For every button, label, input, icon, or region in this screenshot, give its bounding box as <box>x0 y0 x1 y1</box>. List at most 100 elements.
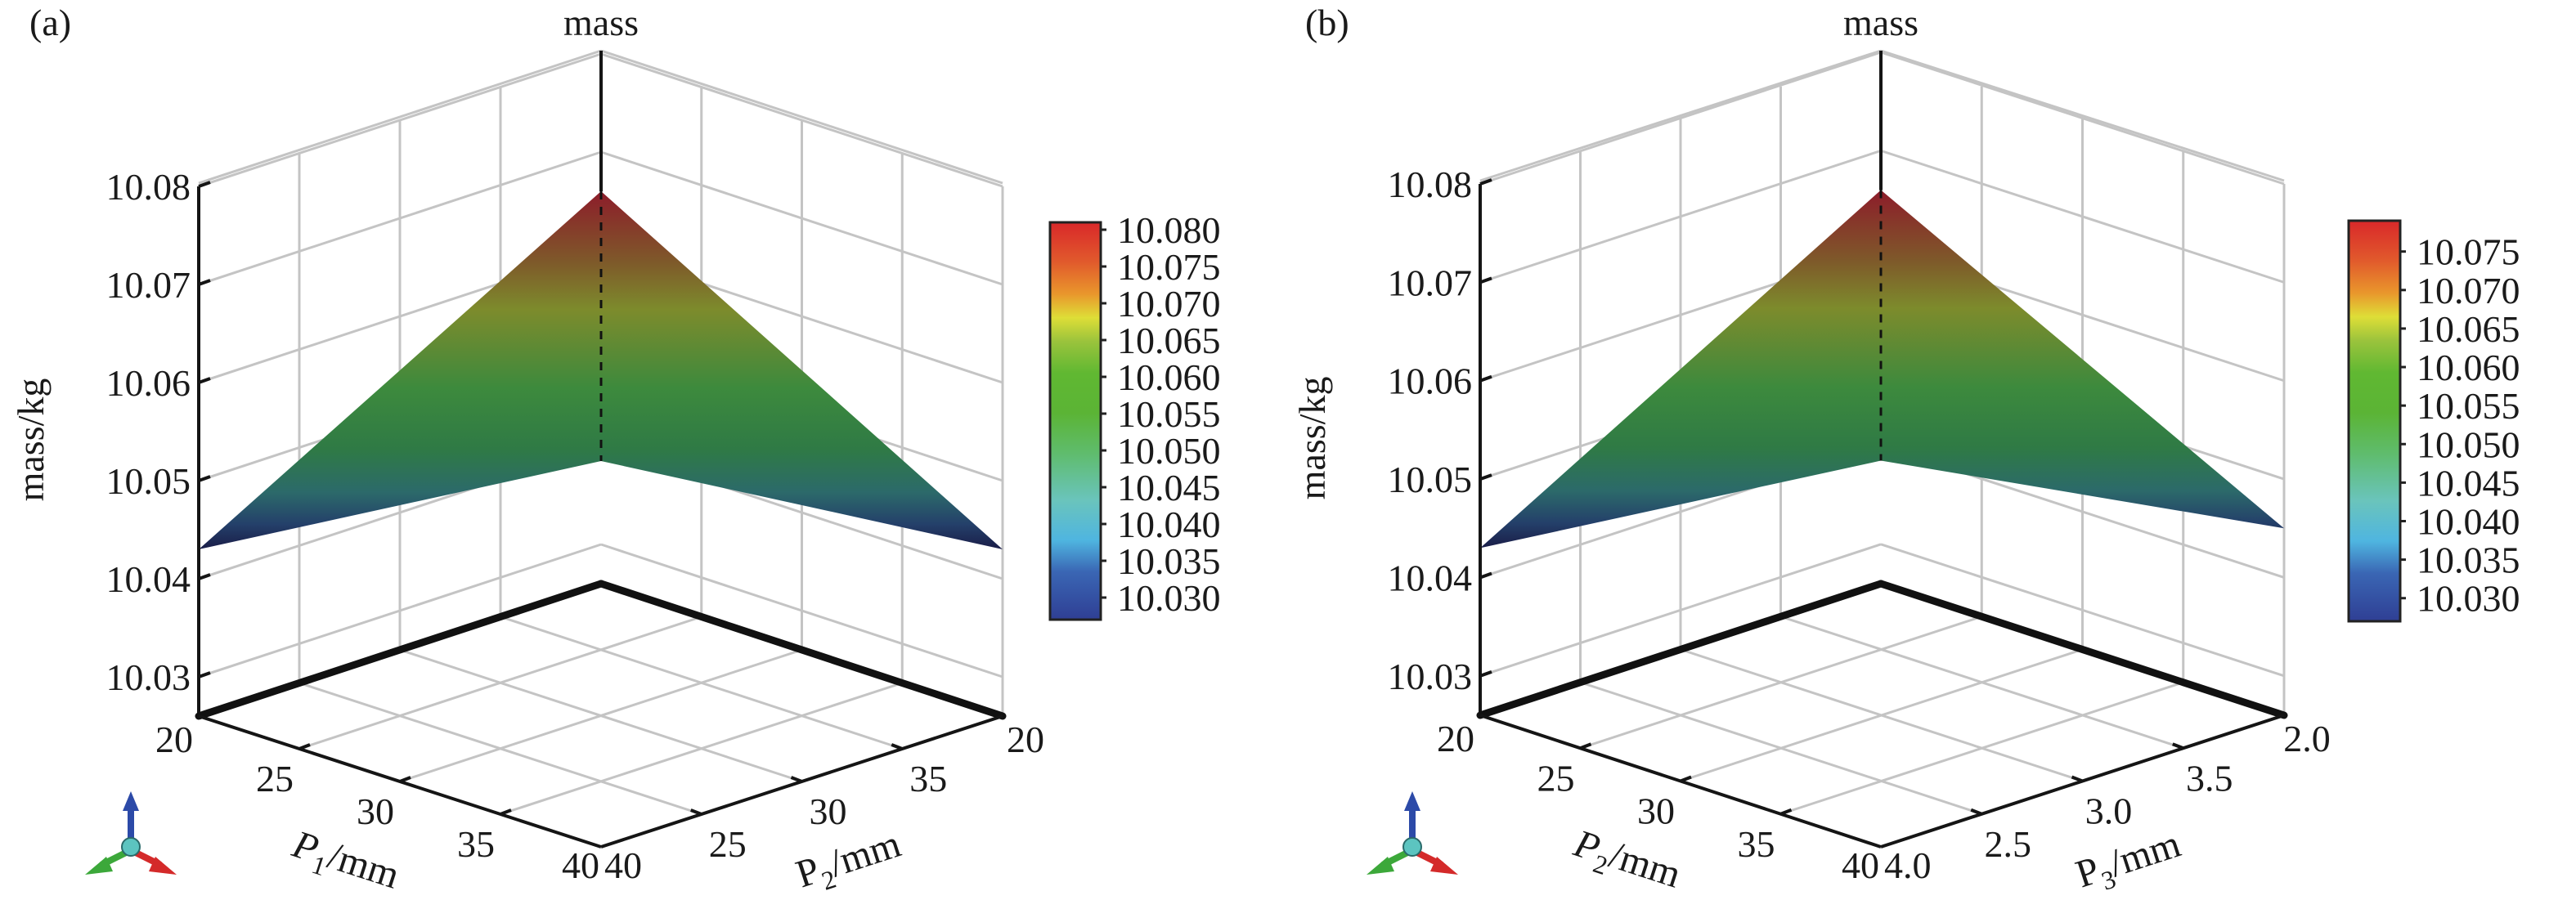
x1-tick-label: 20 <box>155 719 193 760</box>
x1-tick-label: 40 <box>1842 844 1879 886</box>
x1-tick-label: 25 <box>1537 757 1575 799</box>
z-tick-label: 10.08 <box>106 166 191 208</box>
x1-tick <box>1680 775 1692 783</box>
z-tick-labels: 10.08 10.07 10.06 10.05 10.04 10.03 <box>1388 163 1473 697</box>
colorbar-ticks <box>2400 250 2406 600</box>
z-tick-label: 10.05 <box>1388 459 1473 500</box>
grid-line <box>1479 51 1882 186</box>
x1-tick-label: 35 <box>457 823 495 865</box>
triad-y-arrowhead <box>85 857 113 875</box>
triad-x-arrowhead <box>1430 857 1458 875</box>
x1-tick-labels: 20 25 30 35 40 <box>155 719 599 886</box>
x1-tick <box>399 776 411 783</box>
colorbar-tick-label: 10.065 <box>2417 308 2520 350</box>
colorbar-tick-label: 10.060 <box>2417 347 2520 388</box>
back-floor-edge <box>597 580 1007 720</box>
surface <box>1480 190 2284 549</box>
surface <box>199 191 1003 549</box>
z-tick-label: 10.08 <box>1388 163 1473 205</box>
colorbar-tick-label: 10.075 <box>1117 246 1221 288</box>
z-axis-label: mass/kg <box>1291 377 1333 500</box>
x2-tick-label: 4.0 <box>1884 844 1932 886</box>
triad-origin <box>121 837 141 857</box>
z-tick <box>198 279 211 286</box>
colorbar-tick-label: 10.045 <box>1117 467 1221 508</box>
panel-label: (a) <box>29 2 71 43</box>
z-tick-label: 10.07 <box>106 264 191 306</box>
plot-title: mass <box>1843 2 1919 43</box>
axes <box>195 51 1007 849</box>
x2-tick-labels: 2.0 2.5 3.0 3.5 4.0 <box>1884 718 2331 886</box>
x2-tick-label: 2.0 <box>2283 718 2331 759</box>
x2-tick <box>2172 742 2184 750</box>
axes <box>1476 51 2288 849</box>
panel-a: (a) mass 10.08 10.07 10.06 10.05 10.04 1… <box>10 2 1221 898</box>
grid-line <box>198 49 602 185</box>
z-tick <box>1479 473 1492 481</box>
z-tick <box>198 573 211 580</box>
z-tick <box>198 475 211 482</box>
z-tick <box>198 181 211 188</box>
x1-tick-label: 30 <box>357 790 394 832</box>
colorbar-tick-label: 10.040 <box>2417 501 2520 543</box>
x1-tick <box>500 808 512 816</box>
colorbar-tick-labels: 10.080 10.075 10.070 10.065 10.060 10.05… <box>1117 209 1221 619</box>
grid-line <box>1680 648 2083 782</box>
z-tick <box>1479 276 1492 284</box>
colorbar-ticks <box>1101 228 1106 599</box>
x1-tick <box>1779 808 1793 816</box>
colorbar-tick-label: 10.050 <box>1117 430 1221 472</box>
z-tick-label: 10.04 <box>1388 557 1473 598</box>
plot-title: mass <box>563 2 639 43</box>
panel-b: (b) mass 10.08 10.07 10.06 10.05 10.04 1… <box>1291 2 2520 902</box>
grid-line <box>399 648 802 783</box>
z-tick <box>198 377 211 384</box>
grid-line <box>298 682 702 816</box>
colorbar-tick-label: 10.070 <box>2417 270 2520 311</box>
x1-axis-label-unit: /mm <box>1604 833 1686 897</box>
z-tick <box>1479 571 1492 580</box>
z-tick <box>1479 178 1492 186</box>
colorbar-tick-label: 10.050 <box>2417 423 2520 465</box>
x2-tick-label: 30 <box>810 790 847 832</box>
x2-tick-label: 2.5 <box>1985 823 2032 865</box>
colorbar-tick-labels: 10.075 10.070 10.065 10.060 10.055 10.05… <box>2417 231 2520 620</box>
x1-tick-label: 35 <box>1738 823 1775 865</box>
grid-line <box>500 682 903 816</box>
colorbar-tick-label: 10.035 <box>2417 540 2520 581</box>
z-tick-label: 10.06 <box>1388 360 1473 402</box>
x1-tick-labels: 20 25 30 35 40 <box>1437 718 1879 886</box>
x1-tick-label: 20 <box>1437 718 1474 759</box>
triad-y-arrowhead <box>1367 857 1394 875</box>
x2-tick-label: 3.0 <box>2085 790 2133 832</box>
colorbar-tick-label: 10.060 <box>1117 356 1221 398</box>
colorbar-gradient <box>1048 221 1102 621</box>
colorbar-tick-label: 10.040 <box>1117 504 1221 545</box>
z-tick-labels: 10.08 10.07 10.06 10.05 10.04 10.03 <box>106 166 191 698</box>
x1-tick-label: 25 <box>256 758 294 799</box>
colorbar: 10.080 10.075 10.070 10.065 10.060 10.05… <box>1048 209 1221 621</box>
z-tick <box>1479 669 1492 678</box>
colorbar-tick-label: 10.080 <box>1117 209 1221 251</box>
grid-line <box>1479 49 1882 182</box>
colorbar-tick-label: 10.045 <box>2417 462 2520 504</box>
panel-label: (b) <box>1305 2 1349 43</box>
x1-tick-label: 40 <box>562 844 599 886</box>
x2-tick-label: 35 <box>909 758 947 799</box>
axis-orientation-triad-icon <box>1367 791 1458 875</box>
x1-tick <box>1579 742 1592 750</box>
grid-line <box>1880 51 2285 186</box>
x2-tick-labels: 20 25 30 35 40 <box>604 719 1044 886</box>
grid <box>1479 49 2286 816</box>
triad-x-arrowhead <box>149 857 177 875</box>
grid-line <box>600 49 1003 185</box>
z-tick-label: 10.03 <box>106 656 191 698</box>
back-floor-edge <box>195 580 605 720</box>
z-tick-label: 10.04 <box>106 558 191 600</box>
z-tick-label: 10.06 <box>106 362 191 404</box>
colorbar-gradient <box>2347 219 2402 623</box>
x2-axis-label: P3/mm <box>2071 822 2188 902</box>
back-floor-edge <box>1476 580 1885 719</box>
grid-line <box>1580 681 1982 816</box>
